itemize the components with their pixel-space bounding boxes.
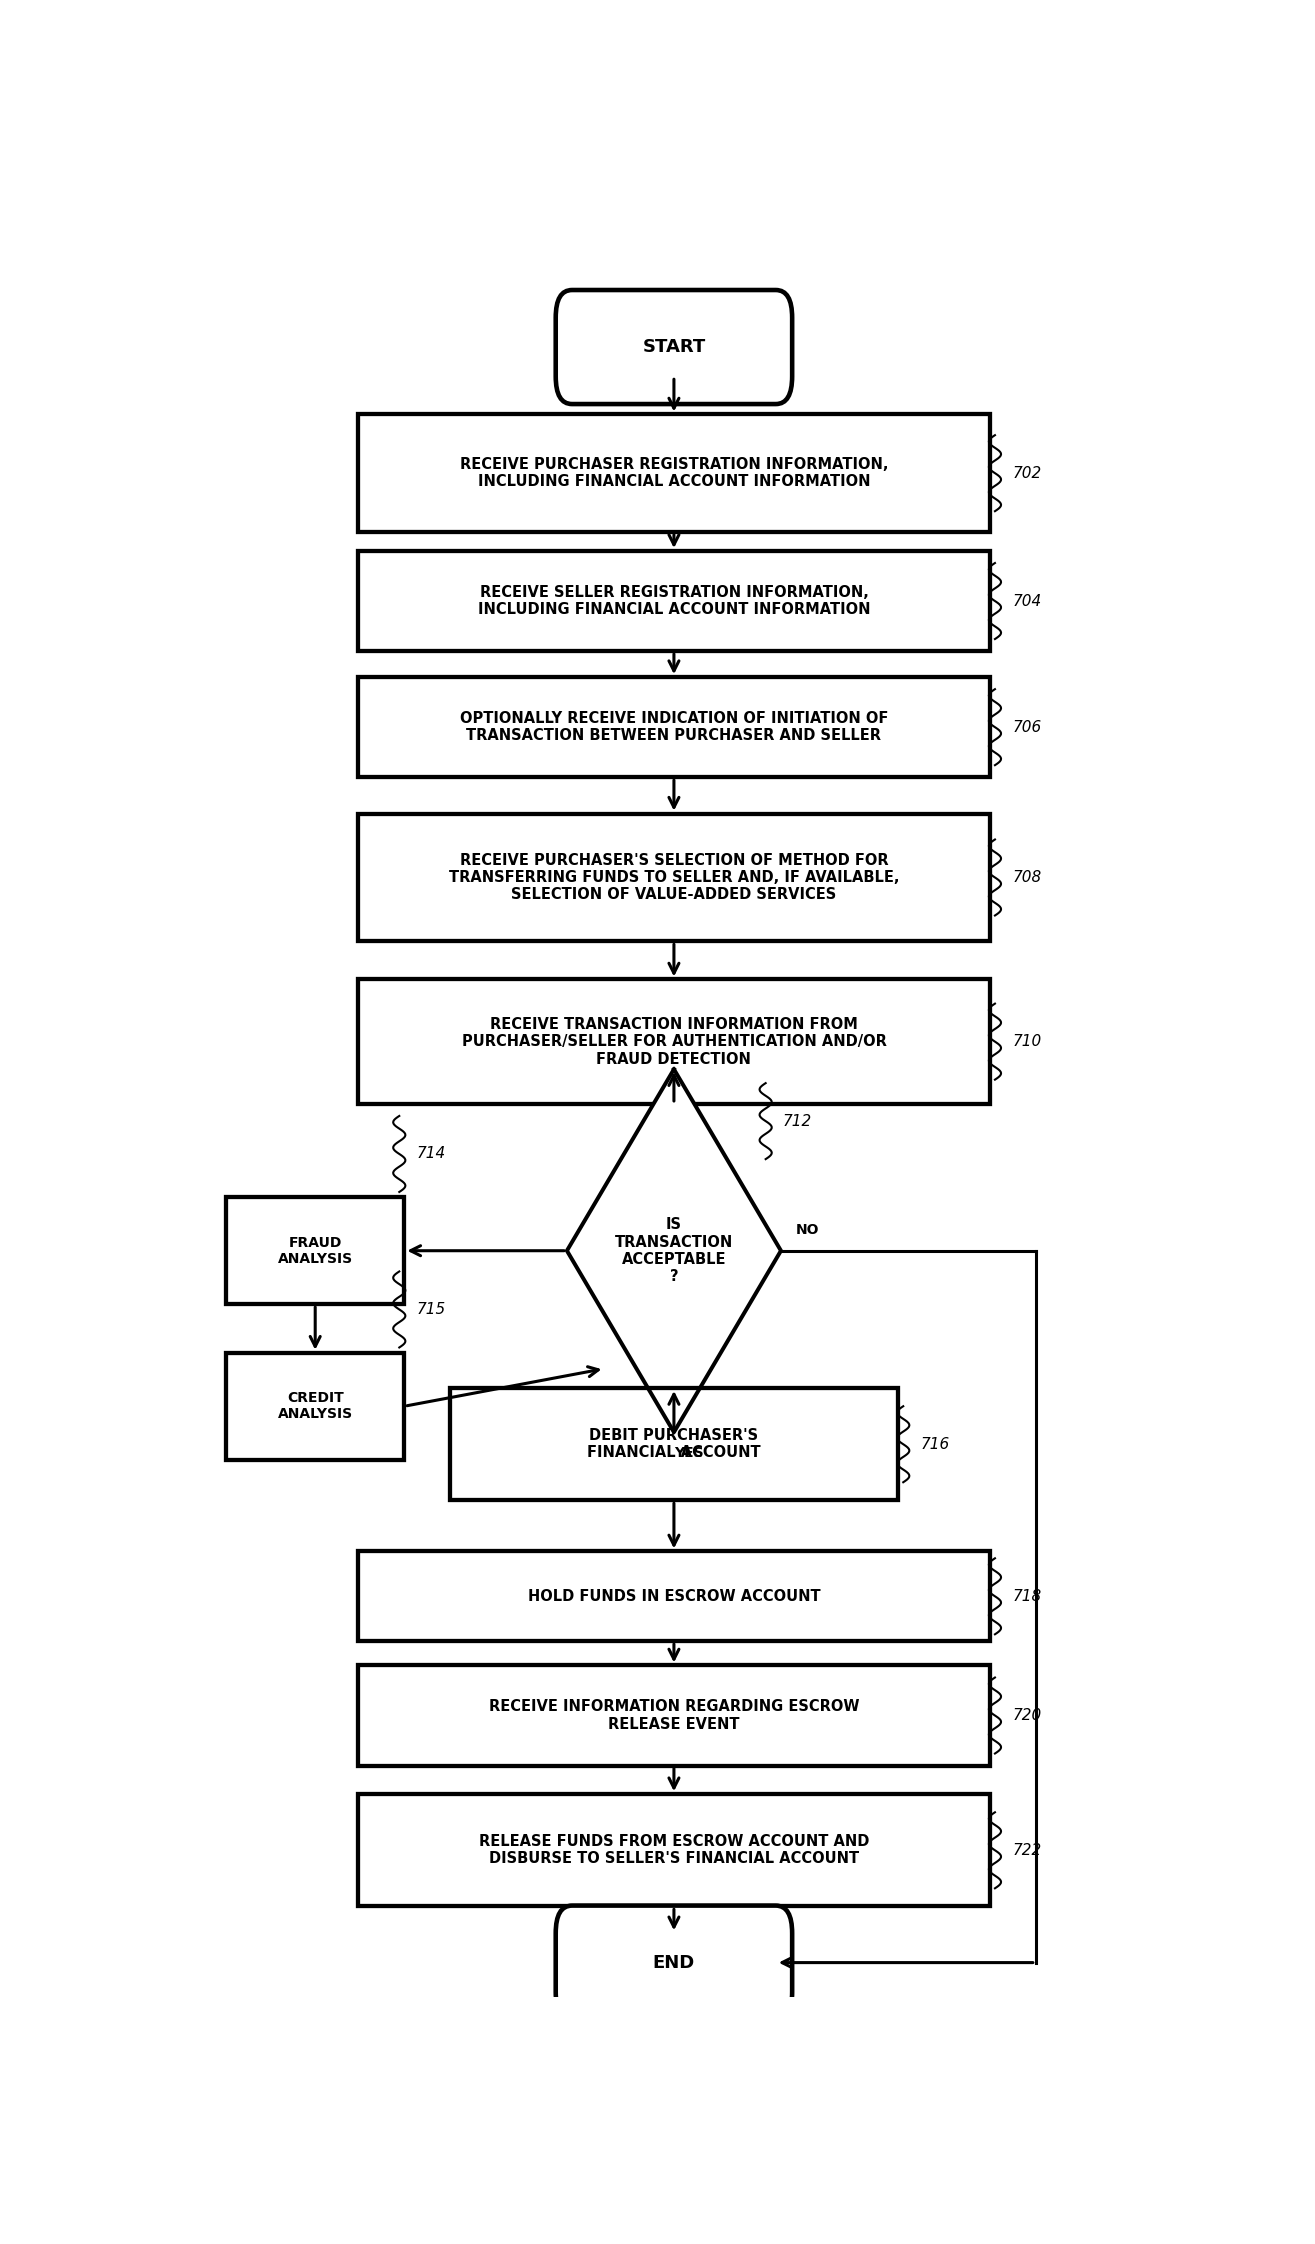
Text: IS
TRANSACTION
ACCEPTABLE
?: IS TRANSACTION ACCEPTABLE ? (615, 1216, 732, 1284)
Text: RECEIVE SELLER REGISTRATION INFORMATION,
INCLUDING FINANCIAL ACCOUNT INFORMATION: RECEIVE SELLER REGISTRATION INFORMATION,… (477, 586, 871, 617)
Text: RECEIVE PURCHASER REGISTRATION INFORMATION,
INCLUDING FINANCIAL ACCOUNT INFORMAT: RECEIVE PURCHASER REGISTRATION INFORMATI… (460, 458, 888, 489)
Text: 718: 718 (1013, 1589, 1041, 1604)
Bar (450, 1389, 898, 1501)
Text: END: END (652, 1955, 696, 1972)
Bar (358, 815, 990, 942)
Bar (358, 1665, 990, 1766)
Text: NO: NO (796, 1223, 819, 1236)
Text: RELEASE FUNDS FROM ESCROW ACCOUNT AND
DISBURSE TO SELLER'S FINANCIAL ACCOUNT: RELEASE FUNDS FROM ESCROW ACCOUNT AND DI… (479, 1833, 869, 1867)
Text: RECEIVE INFORMATION REGARDING ESCROW
RELEASE EVENT: RECEIVE INFORMATION REGARDING ESCROW REL… (489, 1699, 859, 1732)
Text: RECEIVE TRANSACTION INFORMATION FROM
PURCHASER/SELLER FOR AUTHENTICATION AND/OR
: RECEIVE TRANSACTION INFORMATION FROM PUR… (462, 1017, 886, 1066)
Bar (226, 1353, 405, 1461)
Bar (358, 678, 990, 776)
Bar (358, 1551, 990, 1640)
Text: 708: 708 (1013, 871, 1041, 884)
Text: 714: 714 (417, 1147, 446, 1162)
Text: YES: YES (675, 1445, 704, 1461)
FancyBboxPatch shape (556, 1905, 792, 2020)
Bar (358, 415, 990, 532)
Text: START: START (642, 339, 706, 357)
Text: RECEIVE PURCHASER'S SELECTION OF METHOD FOR
TRANSFERRING FUNDS TO SELLER AND, IF: RECEIVE PURCHASER'S SELECTION OF METHOD … (448, 853, 899, 902)
Text: CREDIT
ANALYSIS: CREDIT ANALYSIS (277, 1391, 352, 1420)
Text: 716: 716 (920, 1436, 949, 1452)
Text: 722: 722 (1013, 1842, 1041, 1858)
Bar (358, 552, 990, 651)
Bar (358, 978, 990, 1104)
FancyBboxPatch shape (556, 289, 792, 404)
Text: FRAUD
ANALYSIS: FRAUD ANALYSIS (277, 1236, 352, 1266)
Polygon shape (567, 1070, 781, 1432)
Text: 715: 715 (417, 1302, 446, 1317)
Text: 704: 704 (1013, 592, 1041, 608)
Text: OPTIONALLY RECEIVE INDICATION OF INITIATION OF
TRANSACTION BETWEEN PURCHASER AND: OPTIONALLY RECEIVE INDICATION OF INITIAT… (460, 711, 888, 743)
Text: 710: 710 (1013, 1034, 1041, 1050)
Text: 706: 706 (1013, 720, 1041, 734)
Text: 720: 720 (1013, 1708, 1041, 1723)
Text: HOLD FUNDS IN ESCROW ACCOUNT: HOLD FUNDS IN ESCROW ACCOUNT (527, 1589, 821, 1604)
Text: 712: 712 (782, 1113, 813, 1129)
Text: 702: 702 (1013, 467, 1041, 480)
Text: DEBIT PURCHASER'S
FINANCIAL ACCOUNT: DEBIT PURCHASER'S FINANCIAL ACCOUNT (586, 1427, 761, 1461)
Bar (358, 1795, 990, 1907)
Bar (226, 1196, 405, 1304)
